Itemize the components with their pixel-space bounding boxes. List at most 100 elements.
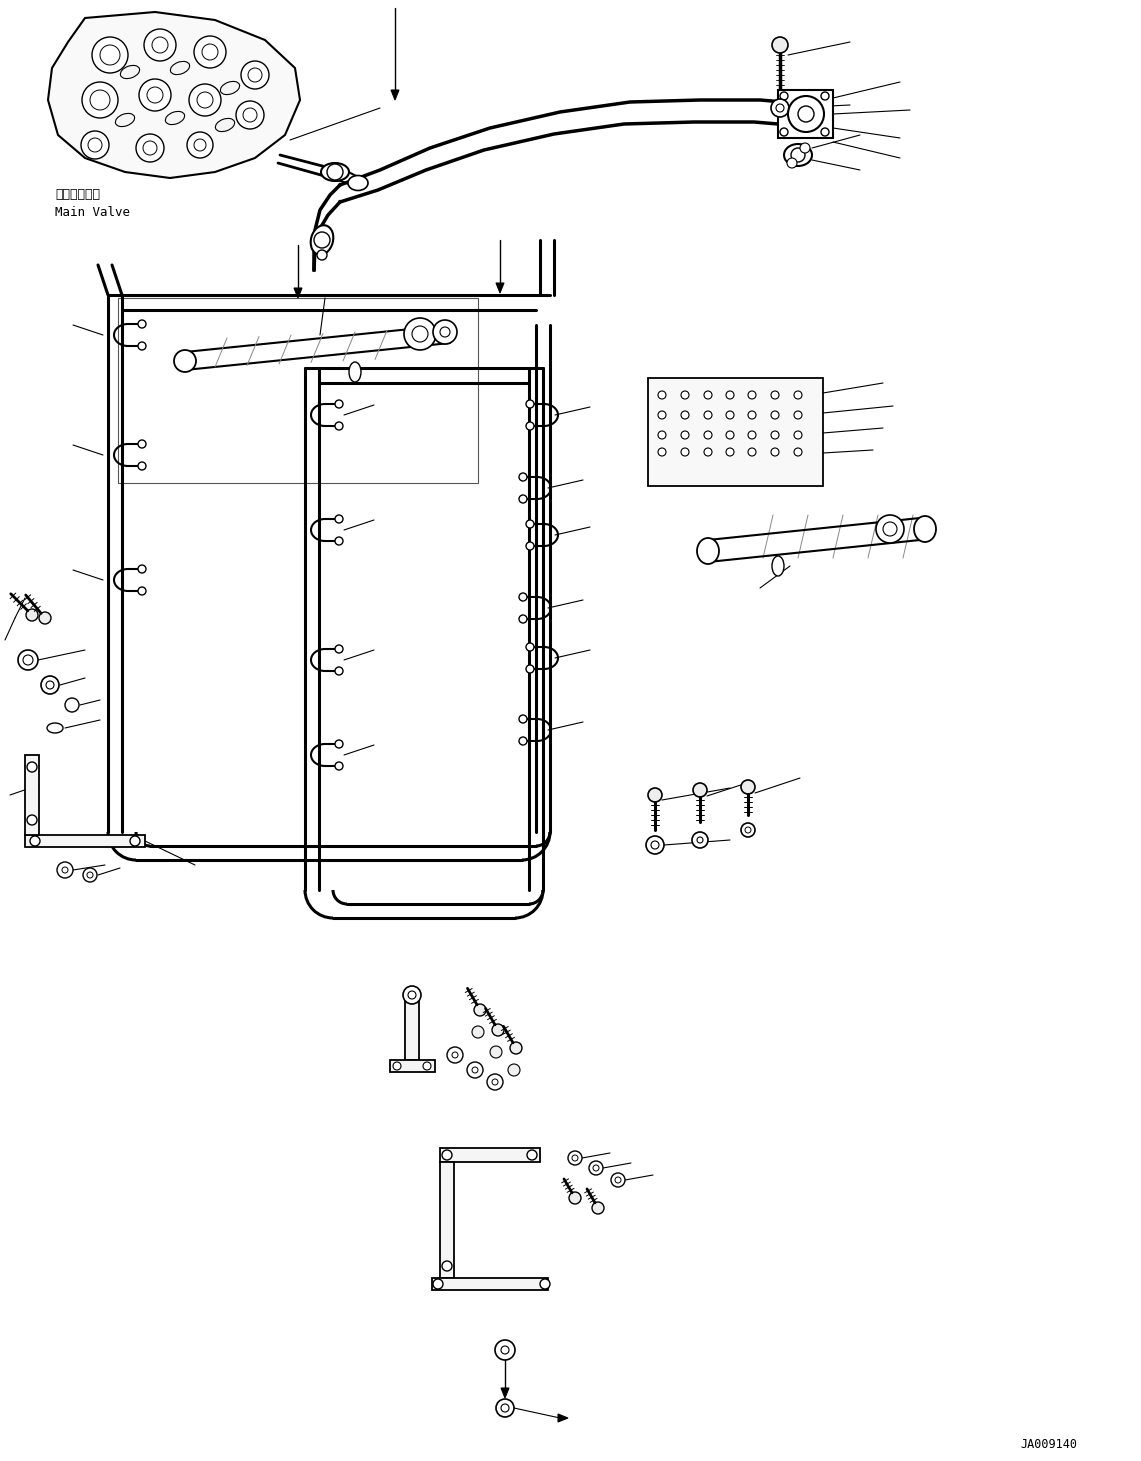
Circle shape bbox=[519, 473, 527, 481]
Circle shape bbox=[27, 815, 37, 825]
Ellipse shape bbox=[914, 516, 936, 542]
Circle shape bbox=[88, 137, 102, 152]
Circle shape bbox=[748, 411, 756, 419]
Circle shape bbox=[403, 986, 421, 1004]
Circle shape bbox=[423, 1062, 431, 1069]
Circle shape bbox=[568, 1151, 582, 1164]
Circle shape bbox=[452, 1052, 458, 1058]
Bar bbox=[25, 755, 39, 836]
Circle shape bbox=[189, 83, 221, 115]
Circle shape bbox=[822, 92, 830, 99]
Circle shape bbox=[572, 1156, 578, 1161]
Circle shape bbox=[27, 763, 37, 771]
Circle shape bbox=[681, 431, 689, 438]
Bar bbox=[405, 995, 419, 1061]
Circle shape bbox=[335, 644, 343, 653]
Circle shape bbox=[248, 69, 262, 82]
Circle shape bbox=[41, 676, 59, 694]
Circle shape bbox=[194, 139, 207, 150]
Circle shape bbox=[138, 565, 146, 573]
Circle shape bbox=[335, 422, 343, 430]
Circle shape bbox=[791, 148, 806, 162]
Circle shape bbox=[798, 107, 814, 123]
Circle shape bbox=[508, 1064, 520, 1075]
Circle shape bbox=[876, 514, 904, 543]
Circle shape bbox=[404, 318, 436, 351]
Ellipse shape bbox=[348, 175, 369, 190]
Circle shape bbox=[526, 542, 534, 549]
Circle shape bbox=[138, 342, 146, 351]
Circle shape bbox=[658, 411, 666, 419]
Circle shape bbox=[704, 431, 712, 438]
Circle shape bbox=[794, 411, 802, 419]
Circle shape bbox=[393, 1062, 400, 1069]
Circle shape bbox=[335, 400, 343, 408]
Circle shape bbox=[787, 158, 798, 168]
Circle shape bbox=[442, 1150, 452, 1160]
Circle shape bbox=[26, 609, 38, 621]
Circle shape bbox=[526, 665, 534, 674]
Ellipse shape bbox=[121, 66, 139, 79]
Circle shape bbox=[447, 1048, 463, 1064]
Circle shape bbox=[432, 1278, 443, 1289]
Circle shape bbox=[780, 92, 788, 99]
Circle shape bbox=[794, 392, 802, 399]
Circle shape bbox=[691, 831, 709, 847]
Ellipse shape bbox=[115, 114, 135, 127]
Polygon shape bbox=[501, 1388, 509, 1398]
Circle shape bbox=[693, 783, 707, 798]
Ellipse shape bbox=[165, 111, 185, 124]
Circle shape bbox=[46, 681, 54, 690]
Circle shape bbox=[496, 1400, 513, 1417]
Circle shape bbox=[472, 1067, 478, 1072]
Circle shape bbox=[771, 411, 779, 419]
Circle shape bbox=[748, 431, 756, 438]
Circle shape bbox=[780, 129, 788, 136]
Circle shape bbox=[771, 449, 779, 456]
Bar bbox=[778, 91, 833, 137]
Circle shape bbox=[592, 1202, 604, 1214]
Circle shape bbox=[540, 1278, 550, 1289]
Circle shape bbox=[748, 392, 756, 399]
Circle shape bbox=[82, 82, 118, 118]
Circle shape bbox=[327, 164, 343, 180]
Circle shape bbox=[202, 44, 218, 60]
Circle shape bbox=[526, 643, 534, 652]
Circle shape bbox=[492, 1024, 504, 1036]
Circle shape bbox=[18, 650, 38, 671]
Text: メインバルブ: メインバルブ bbox=[55, 188, 100, 202]
Circle shape bbox=[593, 1164, 599, 1172]
Circle shape bbox=[822, 129, 830, 136]
Circle shape bbox=[704, 449, 712, 456]
Circle shape bbox=[147, 88, 163, 102]
Circle shape bbox=[771, 99, 788, 117]
Bar bbox=[118, 298, 478, 484]
Polygon shape bbox=[294, 288, 302, 298]
Circle shape bbox=[90, 91, 110, 110]
Circle shape bbox=[646, 836, 664, 855]
Circle shape bbox=[194, 37, 226, 69]
Circle shape bbox=[243, 108, 257, 123]
Circle shape bbox=[771, 431, 779, 438]
Text: Main Valve: Main Valve bbox=[55, 206, 130, 219]
Circle shape bbox=[776, 104, 784, 112]
Circle shape bbox=[615, 1178, 621, 1183]
Circle shape bbox=[748, 449, 756, 456]
Circle shape bbox=[526, 400, 534, 408]
Ellipse shape bbox=[47, 723, 63, 733]
Circle shape bbox=[335, 668, 343, 675]
Circle shape bbox=[138, 440, 146, 449]
Circle shape bbox=[489, 1046, 502, 1058]
Circle shape bbox=[442, 1261, 452, 1271]
Circle shape bbox=[569, 1192, 581, 1204]
Circle shape bbox=[138, 587, 146, 595]
Circle shape bbox=[87, 872, 94, 878]
Circle shape bbox=[771, 392, 779, 399]
Circle shape bbox=[510, 1042, 521, 1053]
Circle shape bbox=[652, 842, 659, 849]
Ellipse shape bbox=[321, 164, 349, 181]
Circle shape bbox=[144, 29, 176, 61]
Circle shape bbox=[519, 714, 527, 723]
Circle shape bbox=[432, 320, 458, 343]
Circle shape bbox=[236, 101, 264, 129]
